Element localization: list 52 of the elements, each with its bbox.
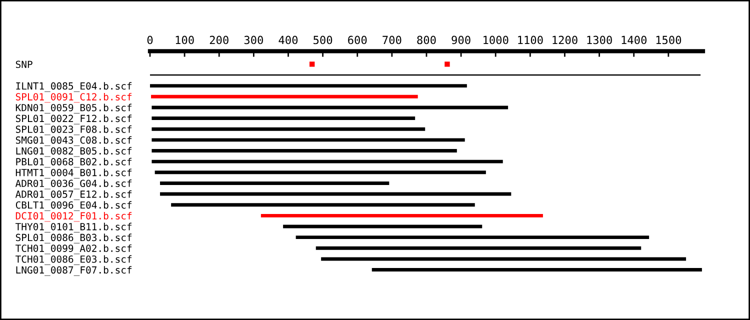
bar bbox=[372, 268, 702, 272]
y-tick-label: TCH01_0099_A02.b.scf bbox=[16, 244, 132, 254]
x-tick-label: 1100 bbox=[518, 36, 543, 44]
y-tick-label: HTMT1_0004_B01.b.scf bbox=[16, 168, 132, 178]
x-tick-label: 400 bbox=[278, 36, 298, 44]
x-tick-label: 700 bbox=[382, 36, 402, 44]
y-tick-label: TCH01_0086_E03.b.scf bbox=[16, 255, 132, 265]
y-tick-label: LNG01_0082_B05.b.scf bbox=[16, 147, 132, 157]
x-tick-label: 1300 bbox=[587, 36, 612, 44]
x-tick-label: 200 bbox=[210, 36, 228, 44]
y-tick-label: CBLT1_0096_E04.b.scf bbox=[16, 201, 132, 211]
bar bbox=[160, 181, 390, 185]
y-tick-label: ADR01_0036_G04.b.scf bbox=[15, 180, 132, 190]
bar bbox=[152, 149, 457, 152]
bar bbox=[150, 84, 467, 88]
bar bbox=[152, 160, 503, 164]
bar bbox=[152, 106, 508, 110]
bar bbox=[296, 236, 650, 240]
y-tick-label: DCI01_0012_F01.b.scf bbox=[16, 212, 132, 222]
bar bbox=[160, 192, 512, 196]
bar bbox=[260, 214, 543, 218]
x-tick-label: 800 bbox=[417, 36, 436, 44]
x-tick-label: 1200 bbox=[552, 36, 578, 44]
x-tick-label: 600 bbox=[348, 36, 367, 44]
bar bbox=[151, 94, 418, 98]
y-tick-label: SPL01_0023_F08.b.scf bbox=[16, 125, 132, 136]
bar bbox=[321, 257, 686, 261]
y-tick-label: KDN01_0059_B05.b.scf bbox=[16, 104, 132, 114]
y-tick-label: THY01_0101_B11.b.scf bbox=[16, 222, 132, 232]
y-tick-label: ADR01_0057_E12.b.scf bbox=[15, 190, 132, 200]
y-tick-label: SMG01_0043_C08.b.scf bbox=[16, 136, 132, 146]
x-tick-label: 1000 bbox=[484, 36, 508, 44]
x-tick-label: 900 bbox=[452, 36, 470, 44]
x-tick-label: 300 bbox=[244, 36, 263, 44]
x-tick-label: 500 bbox=[314, 36, 332, 44]
x-tick-label: 1500 bbox=[656, 36, 682, 44]
x-tick-label: 1400 bbox=[622, 36, 647, 44]
y-tick-label: LNG01_0087_F07.b.scf bbox=[16, 266, 132, 276]
bar bbox=[152, 138, 465, 142]
y-tick-label: SNP bbox=[16, 60, 32, 68]
x-tick-label: 0 bbox=[147, 36, 153, 44]
y-tick-label: SPL01_0022_F12.b.scf bbox=[16, 114, 132, 124]
bar bbox=[152, 127, 426, 131]
bar bbox=[152, 116, 416, 120]
bar bbox=[316, 246, 642, 250]
y-tick-label: SPL01_0091_C12.b.scf bbox=[16, 92, 132, 103]
y-tick-label: SPL01_0086_B03.b.scf bbox=[16, 234, 132, 244]
bar bbox=[171, 203, 475, 207]
x-tick-label: 100 bbox=[176, 36, 194, 44]
y-tick-label: ILNT1_0085_E04.b.scf bbox=[16, 82, 132, 92]
y-tick-label: PBL01_0068_B02.b.scf bbox=[16, 158, 132, 168]
bar bbox=[154, 170, 486, 174]
